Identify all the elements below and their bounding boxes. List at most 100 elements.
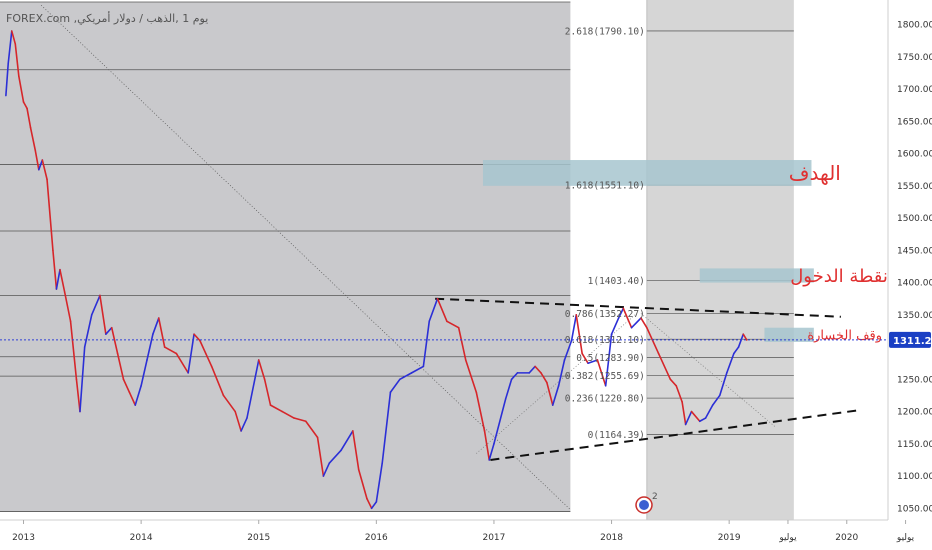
price-segment [263, 378, 272, 406]
price-segment [684, 410, 693, 426]
price-segment [551, 384, 560, 406]
price-segment [322, 462, 331, 477]
y-tick-label: 1250.00 [897, 375, 932, 385]
y-axis-panel [888, 0, 932, 520]
price-segment [116, 352, 125, 381]
price-segment [140, 359, 148, 387]
time-zone-box [646, 0, 794, 520]
price-segment [357, 468, 368, 500]
price-segment [366, 497, 373, 510]
y-tick-label: 1550.00 [897, 182, 932, 192]
price-segment [75, 378, 81, 413]
price-segment [128, 391, 137, 406]
trendlines [40, 4, 859, 510]
y-tick-label: 1100.00 [897, 472, 932, 482]
price-segment [163, 346, 178, 355]
price-segment [381, 391, 392, 464]
price-segment [669, 378, 678, 387]
price-segment [587, 359, 599, 365]
price-segment [69, 320, 78, 381]
y-tick-label: 1150.00 [897, 440, 932, 450]
y-tick-label: 1700.00 [897, 85, 932, 95]
x-axis-panel [0, 520, 932, 550]
price-segment [675, 384, 683, 403]
price-segment [26, 107, 32, 129]
price-segment [63, 291, 72, 323]
price-segment [640, 317, 648, 329]
price-segment [18, 75, 25, 103]
annotation-label: نقطة الدخول [790, 266, 888, 287]
price-segment [52, 249, 58, 290]
price-segment [187, 333, 195, 374]
price-segment [210, 365, 225, 397]
price-segment [257, 359, 266, 381]
price-segment [493, 397, 507, 445]
price-segment [733, 346, 740, 355]
price-segment [410, 365, 425, 374]
price-segment [737, 333, 745, 348]
y-axis-ticks: 1050.00 1100.00 1150.00 1200.00 1250.00 1350.… [897, 21, 932, 515]
price-segment [7, 30, 13, 65]
lower-trendline [490, 409, 859, 461]
y-tick-label: 1600.00 [897, 150, 932, 160]
current-price-badge [889, 331, 931, 348]
price-segment [316, 436, 325, 477]
y-tick-label: 1750.00 [897, 53, 932, 63]
price-segment [457, 326, 467, 361]
price-segment [375, 462, 384, 503]
price-segment [436, 297, 448, 323]
fibonacci-label: 0(1164.39) [588, 430, 645, 441]
diagonal-trendline [40, 4, 571, 510]
price-segment [510, 372, 519, 381]
price-segment [557, 359, 566, 387]
price-segment [328, 449, 342, 464]
annotation-label: وقف الخسارة [807, 328, 882, 343]
x-tick-label: 2013 [12, 533, 35, 543]
price-segment [340, 430, 354, 452]
fibonacci-label: 0.236(1220.80) [565, 394, 645, 405]
price-segment [352, 430, 360, 471]
chart-title: FOREX.com ,يوم 1 ,الذهب / دولار أمريكي [6, 11, 208, 25]
price-segment [281, 410, 295, 419]
price-segment [690, 410, 701, 423]
x-tick-label: 2018 [600, 533, 623, 543]
price-segment [563, 339, 573, 361]
price-segment [269, 404, 284, 413]
price-segment [570, 314, 578, 342]
event-marker[interactable]: 2 [635, 492, 658, 514]
price-segment [483, 430, 491, 461]
price-segment [22, 101, 28, 110]
price-range-box [0, 2, 571, 512]
y-tick-label: 1200.00 [897, 408, 932, 418]
annotation-labels: الهدف نقطة الدخول وقف الخسارة [789, 161, 888, 343]
y-tick-label: 1500.00 [897, 214, 932, 224]
price-segment [546, 381, 554, 406]
y-tick-label: 1800.00 [897, 21, 932, 31]
price-segment [99, 294, 107, 335]
price-segment [293, 417, 307, 423]
x-tick-label: 2020 [835, 533, 858, 543]
price-segment [105, 326, 113, 335]
fib-swing-line [640, 313, 777, 428]
x-tick-label: 2019 [718, 533, 741, 543]
price-segment [711, 394, 721, 406]
current-price-label: 1311.20 [893, 336, 932, 347]
price-segment [540, 372, 548, 384]
price-segment [14, 43, 20, 77]
price-segment [90, 294, 101, 316]
price-segment [617, 307, 625, 319]
price-segment [389, 378, 401, 394]
fibonacci-label: 0.382(1255.69) [565, 371, 645, 382]
price-segment [5, 62, 10, 97]
price-segment [29, 126, 37, 152]
x-tick-label: يوليو [896, 533, 915, 543]
fibonacci-label: 2.618(1790.10) [565, 26, 645, 37]
price-segment [175, 352, 189, 374]
price-segment [718, 372, 728, 397]
annotation-box [482, 160, 812, 186]
price-segment [534, 365, 542, 374]
price-segment [122, 378, 131, 394]
price-segment [59, 268, 66, 294]
fibonacci-label: 0.5(1283.90) [576, 353, 645, 364]
